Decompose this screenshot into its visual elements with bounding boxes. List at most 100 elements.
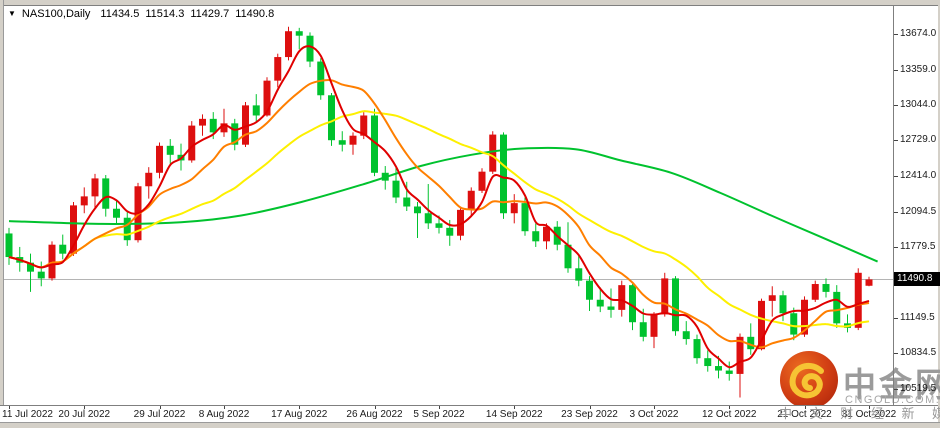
time-axis-label: 8 Aug 2022 (198, 409, 250, 420)
watermark-domain-text: CNGOLD.COM.CN (845, 394, 940, 406)
candle (736, 333, 744, 398)
candle (790, 307, 798, 341)
time-axis-tick (804, 406, 806, 409)
candle (328, 93, 335, 146)
candle (424, 184, 432, 229)
time-axis-label: 3 Oct 2022 (629, 409, 679, 420)
price-axis-label: 10519.5 (900, 382, 937, 394)
watermark-tagline-text: 中 文 财 经 新 媒 体 (779, 406, 940, 421)
price-axis-tick (894, 34, 898, 36)
candle (822, 278, 830, 298)
window-frame-left (0, 0, 4, 428)
candle (672, 276, 679, 336)
price-axis[interactable]: 13674.0 13359.0 13044.0 12729.0 12414.0 12094… (894, 6, 940, 405)
time-axis-tick (299, 406, 301, 409)
time-axis-tick (9, 406, 10, 409)
price-axis-label: 11779.5 (900, 241, 936, 252)
time-axis-label: 23 Sep 2022 (561, 409, 618, 420)
ohlc-collapse-icon[interactable]: ▼ (8, 9, 16, 18)
time-axis-tick (84, 406, 86, 409)
candle (865, 276, 873, 287)
time-axis-tick (589, 406, 591, 409)
candle (156, 142, 163, 179)
candle (48, 241, 56, 281)
candle (123, 212, 131, 246)
candle (650, 312, 658, 349)
candle (59, 234, 67, 260)
candle (478, 168, 486, 194)
time-axis-label: 11 Jul 2022 (2, 409, 53, 420)
candle (564, 222, 572, 273)
candle (5, 227, 13, 265)
time-axis-label: 26 Aug 2022 (346, 409, 403, 420)
time-axis[interactable]: 11 Jul 2022 20 Jul 2022 29 Jul 2022 8 Aug 2… (0, 406, 938, 422)
candle (199, 114, 206, 136)
candle (543, 223, 550, 250)
time-axis-label: 21 Oct 2022 (777, 409, 832, 420)
price-axis-tick (894, 175, 898, 177)
time-axis-separator (0, 405, 938, 406)
price-axis-tick (894, 104, 898, 106)
candlestick-chart[interactable] (4, 6, 893, 405)
close-value: 11490.8 (235, 8, 275, 20)
price-axis-tick (894, 353, 898, 355)
price-axis-tick (894, 388, 898, 390)
price-axis-label: 13674.0 (900, 28, 937, 40)
cngold-logo-icon (780, 351, 838, 409)
candle (220, 108, 228, 137)
candle (704, 350, 712, 372)
price-axis-tick (894, 317, 898, 319)
price-axis-separator (893, 6, 894, 406)
time-axis-tick (224, 406, 225, 409)
site-watermark: 中金网 CNGOLD.COM.CN (775, 348, 940, 420)
candle (306, 32, 314, 68)
time-axis-tick (729, 406, 731, 409)
current-price-tag: 11490.8 (894, 272, 940, 287)
candle (91, 173, 99, 208)
candle (295, 27, 303, 50)
candle (27, 253, 34, 292)
price-axis-label: 12094.5 (900, 205, 937, 217)
candle (693, 334, 701, 364)
ma-slow-line (8, 110, 870, 328)
time-axis-tick (514, 406, 516, 409)
price-axis-label: 13044.0 (900, 98, 937, 110)
candle (618, 280, 626, 317)
candle (607, 288, 615, 318)
candle (521, 197, 529, 236)
window-frame-bottom (0, 422, 940, 428)
price-axis-label: 13359.0 (900, 63, 937, 75)
candle (37, 261, 45, 287)
candle (145, 167, 153, 199)
watermark-brand-text: 中金网 (843, 366, 940, 403)
price-axis-tick (894, 211, 898, 213)
candle (349, 132, 357, 155)
candle (467, 187, 475, 216)
candle (231, 118, 239, 151)
price-axis-tick (894, 140, 898, 142)
candle (575, 255, 583, 287)
time-axis-label: 20 Jul 2022 (58, 409, 111, 420)
plot-area[interactable] (4, 6, 893, 405)
time-axis-tick (869, 406, 870, 409)
time-axis-tick (439, 406, 440, 409)
price-axis-label: 12729.0 (900, 134, 937, 146)
time-axis-label: 14 Sep 2022 (485, 409, 543, 420)
candle (586, 276, 593, 311)
low-value: 11429.7 (190, 8, 230, 20)
candle (510, 194, 518, 224)
price-axis-tick (894, 247, 898, 248)
price-axis-label: 11149.5 (900, 311, 935, 323)
candle (854, 268, 862, 331)
candle (317, 58, 325, 100)
window-frame-right (938, 0, 940, 428)
time-axis-label: 5 Sep 2022 (413, 409, 465, 420)
candle (779, 290, 787, 322)
time-axis-tick (374, 406, 376, 409)
price-axis-label: 10834.5 (900, 347, 937, 359)
time-axis-label: 17 Aug 2022 (271, 409, 328, 420)
candle (188, 121, 196, 163)
ma-fast-line (8, 45, 870, 369)
candle (532, 223, 540, 247)
